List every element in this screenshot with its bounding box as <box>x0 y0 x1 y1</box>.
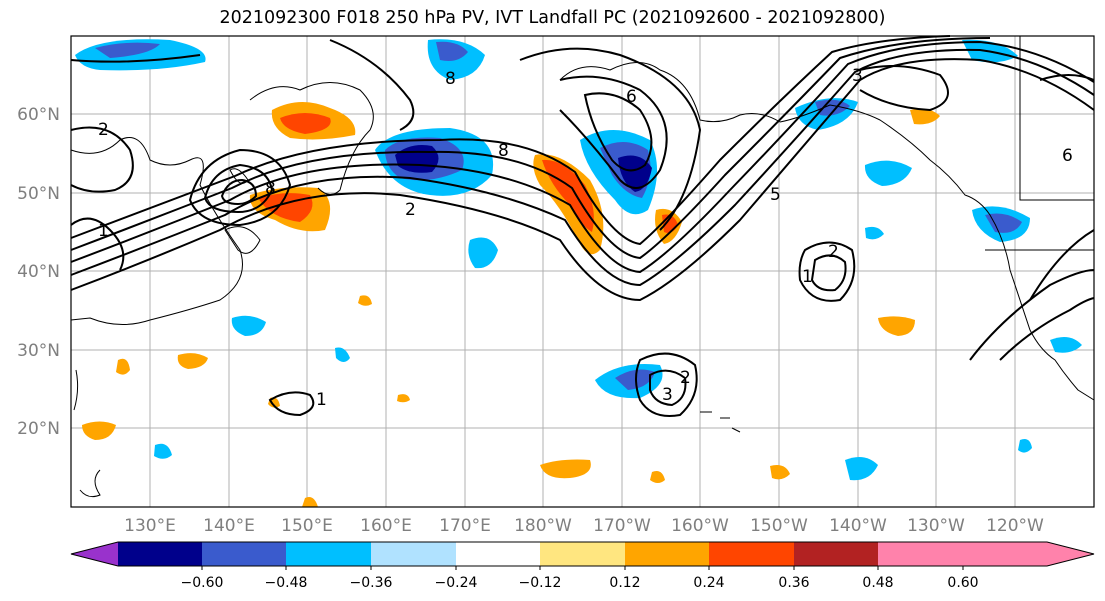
contour-label: 3 <box>662 385 673 405</box>
map-frame <box>70 35 1095 508</box>
lat-label: 20°N <box>17 419 60 439</box>
contour-label: 2 <box>405 200 416 220</box>
colorbar-tick: 0.48 <box>862 575 893 591</box>
contour-label: 1 <box>316 390 327 410</box>
lon-label: 140°E <box>203 516 255 536</box>
lon-label: 130°E <box>124 516 176 536</box>
colorbar-bin <box>371 542 456 566</box>
lat-label: 30°N <box>17 341 60 361</box>
pv-contours <box>70 35 1095 417</box>
colorbar-tick: 0.36 <box>778 575 809 591</box>
contour-label: 1 <box>802 267 813 287</box>
lon-label: 170°E <box>439 516 491 536</box>
colorbar-bin <box>456 542 540 566</box>
lon-label: 130°W <box>907 516 965 536</box>
contour-label: 5 <box>770 185 781 205</box>
colorbar-bin <box>709 542 794 566</box>
colorbar-bin <box>118 542 202 566</box>
contour-label: 8 <box>445 69 456 89</box>
colorbar-tick: −0.60 <box>181 575 224 591</box>
colorbar-tick: −0.48 <box>265 575 308 591</box>
contour-label-group: 2 2 2 2 3 3 6 6 8 8 8 5 1 1 1 <box>98 66 1073 410</box>
colorbar-tick: −0.36 <box>350 575 393 591</box>
lon-label: 160°E <box>360 516 412 536</box>
contour-label: 8 <box>498 141 509 161</box>
contour-label: 8 <box>265 179 276 199</box>
colorbar-extend-low <box>71 542 118 566</box>
lat-label: 60°N <box>17 105 60 125</box>
colorbar-tick: −0.24 <box>435 575 478 591</box>
latitude-labels: 60°N 50°N 40°N 30°N 20°N <box>17 105 60 439</box>
contour-label: 6 <box>1062 146 1073 166</box>
colorbar-bin <box>540 542 625 566</box>
colorbar-extend-high <box>963 542 1094 566</box>
lon-label: 150°E <box>281 516 333 536</box>
colorbar-bin <box>625 542 709 566</box>
lon-label: 120°W <box>986 516 1044 536</box>
colorbar-bin <box>794 542 878 566</box>
colorbar-tick: −0.12 <box>519 575 562 591</box>
colorbar-bin <box>286 542 371 566</box>
contour-label: 3 <box>852 66 863 86</box>
map-title: 2021092300 F018 250 hPa PV, IVT Landfall… <box>219 8 886 28</box>
lat-label: 50°N <box>17 184 60 204</box>
colorbar-bin <box>202 542 286 566</box>
contour-label: 2 <box>98 120 109 140</box>
lon-label: 180°W <box>514 516 572 536</box>
colorbar-tick: 0.60 <box>947 575 978 591</box>
longitude-labels: 130°E 140°E 150°E 160°E 170°E 180°W 170°… <box>124 516 1044 536</box>
contour-label: 2 <box>828 242 839 262</box>
contour-label: 1 <box>98 221 109 241</box>
contour-label: 2 <box>680 368 691 388</box>
lon-label: 150°W <box>750 516 808 536</box>
colorbar-tick: 0.24 <box>693 575 724 591</box>
contour-label: 6 <box>626 87 637 107</box>
colorbar-outline <box>70 541 1095 567</box>
colorbar-tick: 0.12 <box>609 575 640 591</box>
lon-label: 170°W <box>593 516 651 536</box>
colorbar-bin <box>878 542 963 566</box>
lon-label: 140°W <box>829 516 887 536</box>
lon-label: 160°W <box>671 516 729 536</box>
colorbar: −0.60 −0.48 −0.36 −0.24 −0.12 0.12 0.24 … <box>70 541 1095 591</box>
lat-label: 40°N <box>17 262 60 282</box>
